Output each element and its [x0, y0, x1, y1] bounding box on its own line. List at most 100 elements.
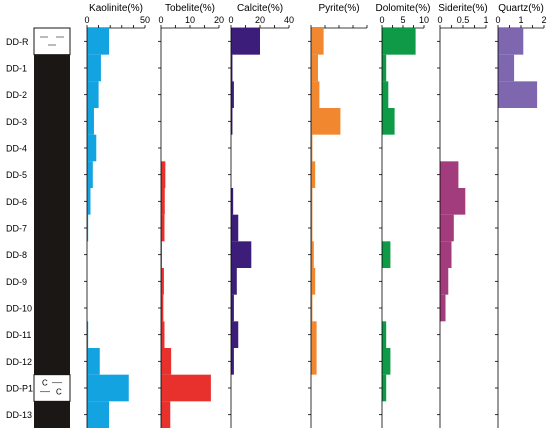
sample-label-dd-4: DD-4 [6, 144, 27, 154]
panel-tobelite: Tobelite(%)0 10 20 [158, 3, 224, 428]
bar-dolomite-dd-8 [382, 241, 391, 268]
top-axis-label: 40 [284, 15, 294, 25]
sample-label-dd-6: DD-6 [6, 197, 27, 207]
bar-kaolinite-dd-12 [87, 348, 100, 375]
bar-calcite-dd-12 [231, 348, 234, 375]
sample-label-dd-1: DD-1 [6, 64, 27, 74]
lithology-mark-c: C [56, 388, 62, 397]
bar-kaolinite-dd-2 [87, 81, 99, 108]
panel-siderite: Siderite(%)0 0.5 1 [437, 3, 489, 428]
bar-pyrite-dd-4 [311, 134, 313, 162]
top-axis-label: 1 [483, 15, 488, 25]
panel-pyrite: Pyrite(%) [308, 3, 368, 428]
bar-tobelite-dd-13 [161, 401, 171, 428]
lithology-column-background [34, 28, 70, 428]
bar-calcite-dd-9 [231, 268, 237, 295]
bar-dolomite-dd-11 [382, 321, 387, 348]
bar-tobelite-dd-p1 [161, 374, 211, 402]
panel-title-dolomite: Dolomite(%) [375, 3, 430, 14]
bar-dolomite-dd-12 [382, 348, 391, 375]
bar-kaolinite-dd-11 [87, 321, 89, 348]
bar-siderite-dd-8 [440, 241, 452, 268]
panel-title-siderite: Siderite(%) [438, 3, 487, 14]
bar-pyrite-dd-3 [311, 108, 341, 135]
panel-title-quartz: Quartz(%) [498, 3, 544, 14]
bar-calcite-dd-2 [231, 81, 234, 108]
lithology-column: CC [33, 27, 71, 428]
bar-dolomite-dd-2 [382, 81, 389, 108]
panel-kaolinite: Kaolinite(%)0 50 [84, 3, 150, 428]
bar-pyrite-dd-12 [311, 348, 317, 375]
sample-label-dd-12: DD-12 [6, 357, 32, 367]
sample-label-dd-7: DD-7 [6, 224, 27, 234]
bar-dolomite-dd-p1 [382, 374, 387, 402]
bar-kaolinite-dd-4 [87, 134, 97, 162]
bar-kaolinite-dd-5 [87, 161, 93, 188]
bar-kaolinite-dd-3 [87, 108, 94, 135]
bar-pyrite-dd-6 [311, 188, 313, 215]
bar-siderite-dd-10 [440, 294, 446, 322]
bar-siderite-dd-6 [440, 188, 466, 215]
bar-pyrite-dd-2 [311, 81, 320, 108]
bar-siderite-dd-9 [440, 268, 449, 295]
bar-kaolinite-dd-13 [87, 401, 110, 428]
bar-tobelite-dd-10 [161, 294, 164, 322]
top-axis-label: 10 [185, 15, 195, 25]
bar-tobelite-dd-5 [161, 161, 166, 188]
top-axis-label: 0.5 [457, 15, 470, 25]
panel-title-tobelite: Tobelite(%) [165, 3, 215, 14]
bar-calcite-dd-6 [231, 188, 234, 215]
bar-calcite-dd-7 [231, 214, 239, 242]
top-axis-label: 0 [228, 15, 233, 25]
bar-tobelite-dd-9 [161, 268, 164, 295]
sample-label-dd-r: DD-R [6, 37, 29, 47]
sample-label-dd-8: DD-8 [6, 250, 27, 260]
bar-calcite-dd-1 [231, 54, 233, 82]
bar-pyrite-dd-5 [311, 161, 316, 188]
top-axis-label: 50 [140, 15, 150, 25]
panel-title-calcite: Calcite(%) [237, 3, 283, 14]
panel-calcite: Calcite(%) 0 20 40 [228, 3, 294, 428]
panel-title-pyrite: Pyrite(%) [318, 3, 359, 14]
bar-pyrite-dd-7 [311, 214, 313, 242]
top-axis-label: 5 [400, 15, 405, 25]
bar-pyrite-dd-10 [311, 294, 313, 322]
bar-calcite-dd-r [231, 28, 260, 55]
bar-pyrite-dd-1 [311, 54, 318, 82]
bar-kaolinite-dd-1 [87, 54, 101, 82]
lithology-layer-dd-r [33, 27, 71, 56]
sample-label-dd-5: DD-5 [6, 170, 27, 180]
bar-tobelite-dd-8 [161, 241, 162, 268]
top-axis-label: 20 [214, 15, 224, 25]
bar-calcite-dd-3 [231, 108, 233, 135]
bar-tobelite-dd-11 [161, 321, 165, 348]
bar-siderite-dd-5 [440, 161, 459, 188]
panel-quartz: Quartz(%)0 1 2 [495, 3, 547, 428]
panel-dolomite: Dolomite(%)0 5 10 [375, 3, 431, 428]
top-axis-label: 2 [541, 15, 546, 25]
top-axis-label: 10 [419, 15, 429, 25]
top-axis-label: 0 [379, 15, 384, 25]
top-axis-label: 0 [495, 15, 500, 25]
top-axis-label: 20 [255, 15, 265, 25]
bar-calcite-dd-11 [231, 321, 239, 348]
bar-dolomite-dd-1 [382, 54, 387, 82]
bar-pyrite-dd-9 [311, 268, 316, 295]
bar-tobelite-dd-7 [161, 214, 165, 242]
top-axis-label: 0 [84, 15, 89, 25]
bar-calcite-dd-8 [231, 241, 252, 268]
top-axis-label: 0 [437, 15, 442, 25]
bar-dolomite-dd-r [382, 28, 416, 55]
bar-pyrite-dd-r [311, 28, 324, 55]
bar-kaolinite-dd-7 [87, 214, 89, 242]
bar-quartz-dd-1 [498, 54, 515, 82]
bar-pyrite-dd-11 [311, 321, 317, 348]
lithology-mark-c: C [42, 379, 48, 388]
bar-quartz-dd-2 [498, 81, 538, 108]
top-axis-label: 1 [518, 15, 523, 25]
top-axis-label: 0 [158, 15, 163, 25]
bar-kaolinite-dd-6 [87, 188, 91, 215]
bar-kaolinite-dd-r [87, 28, 110, 55]
sample-label-dd-3: DD-3 [6, 117, 27, 127]
